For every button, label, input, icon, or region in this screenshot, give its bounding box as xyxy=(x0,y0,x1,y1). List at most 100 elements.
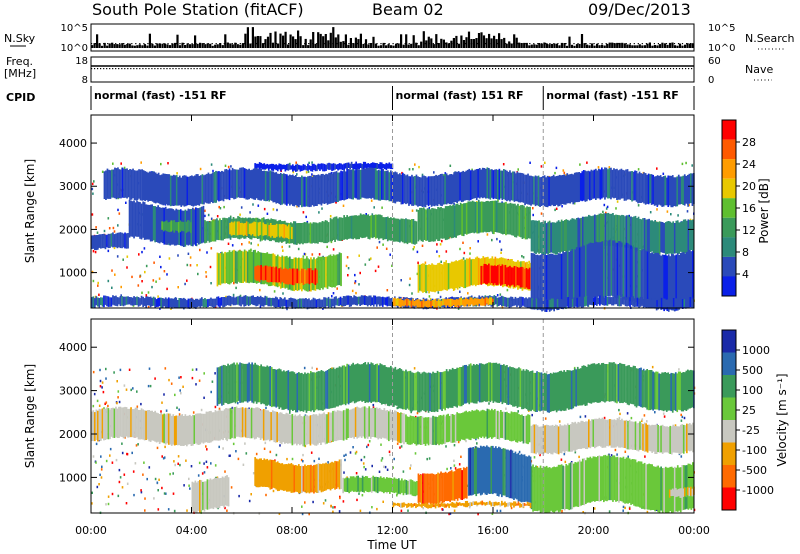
band-cell xyxy=(256,296,259,306)
band-cell xyxy=(472,447,475,495)
scatter-cell xyxy=(332,248,335,251)
band-cell xyxy=(287,163,290,171)
scatter-cell xyxy=(206,466,209,469)
scatter-cell xyxy=(97,281,99,285)
band-cell xyxy=(356,168,359,200)
nave-dot xyxy=(546,68,548,70)
nsearch-dot xyxy=(577,43,579,45)
band-cell xyxy=(309,222,312,244)
scatter-cell xyxy=(383,465,385,468)
scatter-cell xyxy=(614,448,617,452)
band-cell xyxy=(207,172,210,204)
nave-dot xyxy=(115,68,117,70)
band-cell xyxy=(304,464,306,492)
band-cell xyxy=(385,297,387,306)
band-cell xyxy=(336,410,339,441)
band-cell xyxy=(519,267,522,288)
band-cell xyxy=(642,424,644,451)
band-cell xyxy=(499,447,502,495)
band-cell xyxy=(223,217,226,239)
band-cell xyxy=(655,221,658,254)
beam-label: Beam 02 xyxy=(372,0,444,19)
band-cell xyxy=(290,297,292,307)
band-cell xyxy=(289,174,291,206)
band-cell xyxy=(655,424,658,454)
nave-dot xyxy=(609,68,611,70)
nave-dot xyxy=(612,68,614,70)
nsky-bar xyxy=(309,39,312,48)
scatter-cell xyxy=(188,477,190,481)
band-cell xyxy=(204,413,206,443)
nsky-bar xyxy=(271,42,275,48)
band-cell xyxy=(411,174,413,206)
band-cell xyxy=(196,482,198,513)
nsky-bar xyxy=(490,38,493,48)
band-cell xyxy=(563,252,566,309)
nave-dot xyxy=(636,68,638,70)
nsky-bar xyxy=(91,45,94,48)
band-cell xyxy=(422,503,425,506)
colorbar-swatch xyxy=(722,178,736,199)
band-cell xyxy=(408,417,410,445)
nsearch-dot xyxy=(207,43,209,45)
nave-dot xyxy=(437,68,439,70)
scatter-cell xyxy=(275,453,278,457)
scatter-cell xyxy=(334,506,336,509)
band-cell xyxy=(657,222,659,254)
band-cell xyxy=(289,164,291,170)
band-cell xyxy=(331,256,333,288)
scatter-cell xyxy=(114,273,116,276)
nsky-bar xyxy=(553,43,556,48)
nsearch-dot xyxy=(573,43,575,45)
band-cell xyxy=(374,295,377,305)
band-cell xyxy=(338,252,341,286)
band-cell xyxy=(661,254,664,310)
nsky-bar xyxy=(470,39,473,48)
band-cell xyxy=(610,240,613,296)
band-cell xyxy=(368,295,371,305)
scatter-cell xyxy=(448,512,450,516)
band-cell xyxy=(458,260,460,288)
band-cell xyxy=(559,299,562,308)
scatter-cell xyxy=(339,496,341,500)
band-cell xyxy=(581,216,584,250)
band-cell xyxy=(402,218,404,243)
band-cell xyxy=(398,478,400,494)
band-cell xyxy=(125,296,128,305)
scatter-cell xyxy=(302,211,305,214)
band-cell xyxy=(550,298,553,309)
band-cell xyxy=(546,299,548,310)
band-cell xyxy=(621,214,623,248)
nsky-bar xyxy=(533,44,536,48)
band-cell xyxy=(332,172,335,203)
band-cell xyxy=(666,426,669,453)
scatter-cell xyxy=(169,472,171,476)
band-cell xyxy=(569,174,572,204)
scatter-cell xyxy=(626,412,629,415)
nave-dot xyxy=(567,68,569,70)
nsky-bar xyxy=(485,38,488,48)
band-cell xyxy=(296,177,299,207)
band-cell xyxy=(497,202,500,233)
scatter-cell xyxy=(141,291,143,294)
nsky-bar xyxy=(163,43,167,48)
nsearch-dot xyxy=(271,43,274,45)
band-cell xyxy=(678,222,681,254)
band-cell xyxy=(411,219,413,244)
band-cell xyxy=(173,298,176,308)
band-cell xyxy=(295,465,297,492)
scatter-cell xyxy=(424,261,427,264)
band-cell xyxy=(613,168,615,199)
nsky-bar xyxy=(126,44,129,48)
nave-dot xyxy=(317,68,319,70)
band-cell xyxy=(670,426,673,455)
band-cell xyxy=(403,173,406,204)
band-cell xyxy=(371,162,374,170)
band-cell xyxy=(498,411,501,440)
nave-dot xyxy=(193,68,195,70)
scatter-cell xyxy=(450,467,452,470)
nave-dot xyxy=(181,68,183,70)
band-cell xyxy=(553,222,555,254)
band-cell xyxy=(331,461,333,489)
band-cell xyxy=(268,224,271,237)
